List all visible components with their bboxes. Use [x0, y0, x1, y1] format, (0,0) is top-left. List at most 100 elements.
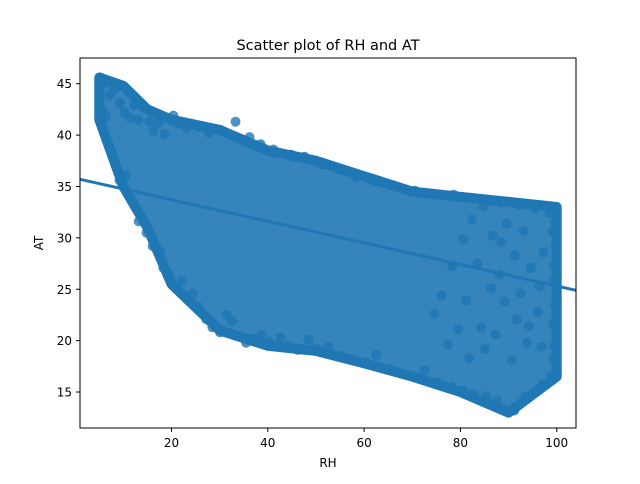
data-point — [163, 268, 174, 279]
data-point — [335, 351, 346, 362]
data-point — [476, 322, 487, 333]
data-point — [436, 290, 447, 301]
y-tick-label: 45 — [57, 77, 72, 91]
data-point — [409, 185, 420, 196]
data-point — [480, 343, 490, 354]
data-point — [244, 132, 255, 143]
data-point — [101, 111, 111, 122]
data-point — [144, 116, 155, 127]
data-point — [453, 324, 463, 335]
data-point — [285, 149, 296, 160]
data-point — [181, 122, 192, 133]
data-point — [125, 112, 136, 123]
data-point — [446, 381, 457, 392]
chart-title: Scatter plot of RH and AT — [236, 38, 419, 54]
data-point — [506, 355, 517, 366]
x-axis-label: RH — [319, 456, 336, 470]
data-point — [215, 327, 226, 338]
data-point — [215, 124, 226, 135]
data-point — [521, 337, 532, 348]
data-point — [384, 364, 395, 375]
data-point — [154, 247, 165, 258]
data-point — [548, 354, 559, 365]
data-point — [429, 308, 440, 319]
data-point — [348, 354, 359, 365]
data-point — [550, 241, 561, 252]
data-point — [408, 371, 419, 382]
x-tick-label: 20 — [164, 436, 179, 450]
data-point — [461, 295, 472, 306]
data-point — [538, 247, 549, 258]
data-point — [109, 84, 120, 95]
data-point — [173, 118, 184, 129]
data-point — [486, 283, 497, 294]
data-point — [303, 334, 314, 345]
data-point — [518, 225, 529, 236]
data-point — [501, 218, 512, 229]
data-point — [509, 405, 520, 416]
data-point — [549, 217, 560, 228]
data-point — [256, 329, 267, 340]
data-point — [511, 314, 522, 325]
data-point — [457, 385, 468, 395]
data-point — [419, 365, 430, 376]
data-point — [227, 316, 238, 327]
data-point — [432, 377, 443, 388]
data-point — [248, 333, 259, 344]
data-point — [464, 353, 475, 364]
x-tick-label: 40 — [260, 436, 275, 450]
data-point — [323, 341, 334, 352]
data-point — [549, 260, 560, 271]
data-point — [514, 200, 525, 210]
data-point — [299, 151, 310, 162]
data-point — [193, 301, 204, 312]
data-point — [133, 216, 144, 227]
data-point — [120, 170, 131, 181]
data-point — [292, 344, 303, 355]
data-point — [104, 76, 115, 87]
data-point — [133, 114, 144, 125]
data-point — [317, 159, 328, 170]
data-point — [499, 296, 510, 307]
x-axis: 20 40 60 80 100 — [164, 428, 568, 450]
data-point — [487, 230, 498, 241]
data-point — [167, 280, 178, 291]
data-point — [492, 395, 502, 406]
data-point — [523, 321, 534, 332]
data-point — [496, 237, 507, 247]
data-point — [520, 392, 531, 403]
data-point — [234, 331, 245, 342]
data-point — [148, 126, 159, 136]
data-point — [128, 197, 139, 208]
data-point — [176, 276, 187, 286]
y-tick-label: 15 — [57, 386, 72, 400]
point-cloud — [94, 72, 562, 418]
x-tick-label: 80 — [453, 436, 468, 450]
y-axis: 15 20 25 30 35 40 45 — [57, 77, 80, 400]
data-point — [525, 262, 536, 273]
data-point — [549, 340, 560, 351]
data-point — [241, 337, 252, 348]
x-tick-label: 60 — [356, 436, 371, 450]
data-point — [115, 98, 125, 109]
data-point — [207, 322, 218, 333]
data-point — [427, 188, 438, 199]
x-tick-label: 100 — [545, 436, 568, 450]
data-point — [187, 288, 198, 299]
data-point — [546, 370, 557, 381]
data-point — [388, 180, 399, 191]
data-point — [263, 336, 274, 347]
data-point — [468, 389, 479, 400]
data-point — [230, 116, 241, 127]
data-point — [536, 341, 547, 352]
y-tick-label: 35 — [57, 180, 72, 194]
data-point — [282, 340, 293, 351]
y-axis-label: AT — [32, 235, 46, 250]
data-point — [442, 339, 453, 350]
data-point — [201, 314, 212, 325]
data-point — [538, 378, 549, 389]
data-point — [361, 357, 371, 368]
data-point — [458, 233, 469, 244]
